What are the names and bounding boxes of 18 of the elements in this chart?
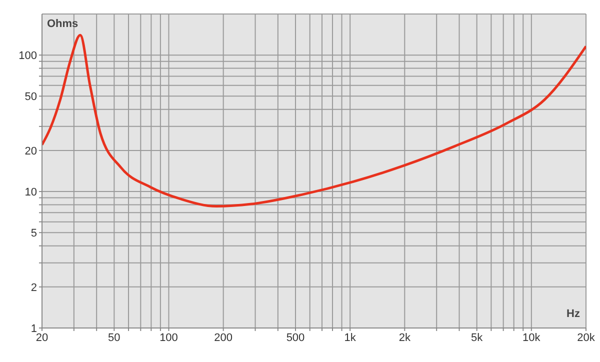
x-tick-label: 5k bbox=[471, 332, 484, 344]
x-tick-label: 500 bbox=[286, 332, 305, 344]
x-tick-label: 100 bbox=[160, 332, 178, 344]
y-tick-label: 1 bbox=[30, 322, 37, 335]
y-axis-title: Ohms bbox=[47, 18, 78, 30]
x-tick-label: 2k bbox=[398, 332, 411, 344]
y-tick-label: 10 bbox=[24, 186, 37, 198]
x-axis-title: Hz bbox=[566, 308, 580, 320]
x-tick-label: 10k bbox=[522, 332, 541, 344]
y-tick-label: 20 bbox=[24, 145, 37, 158]
y-tick-label: 5 bbox=[30, 228, 37, 240]
x-tick-label: 50 bbox=[108, 332, 120, 344]
x-tick-label: 20k bbox=[577, 332, 596, 344]
y-tick-label: 100 bbox=[18, 50, 37, 62]
x-tick-label: 1k bbox=[344, 332, 356, 344]
y-tick-label: 50 bbox=[24, 91, 37, 104]
x-tick-label: 200 bbox=[214, 332, 233, 344]
y-tick-label: 2 bbox=[30, 282, 37, 294]
